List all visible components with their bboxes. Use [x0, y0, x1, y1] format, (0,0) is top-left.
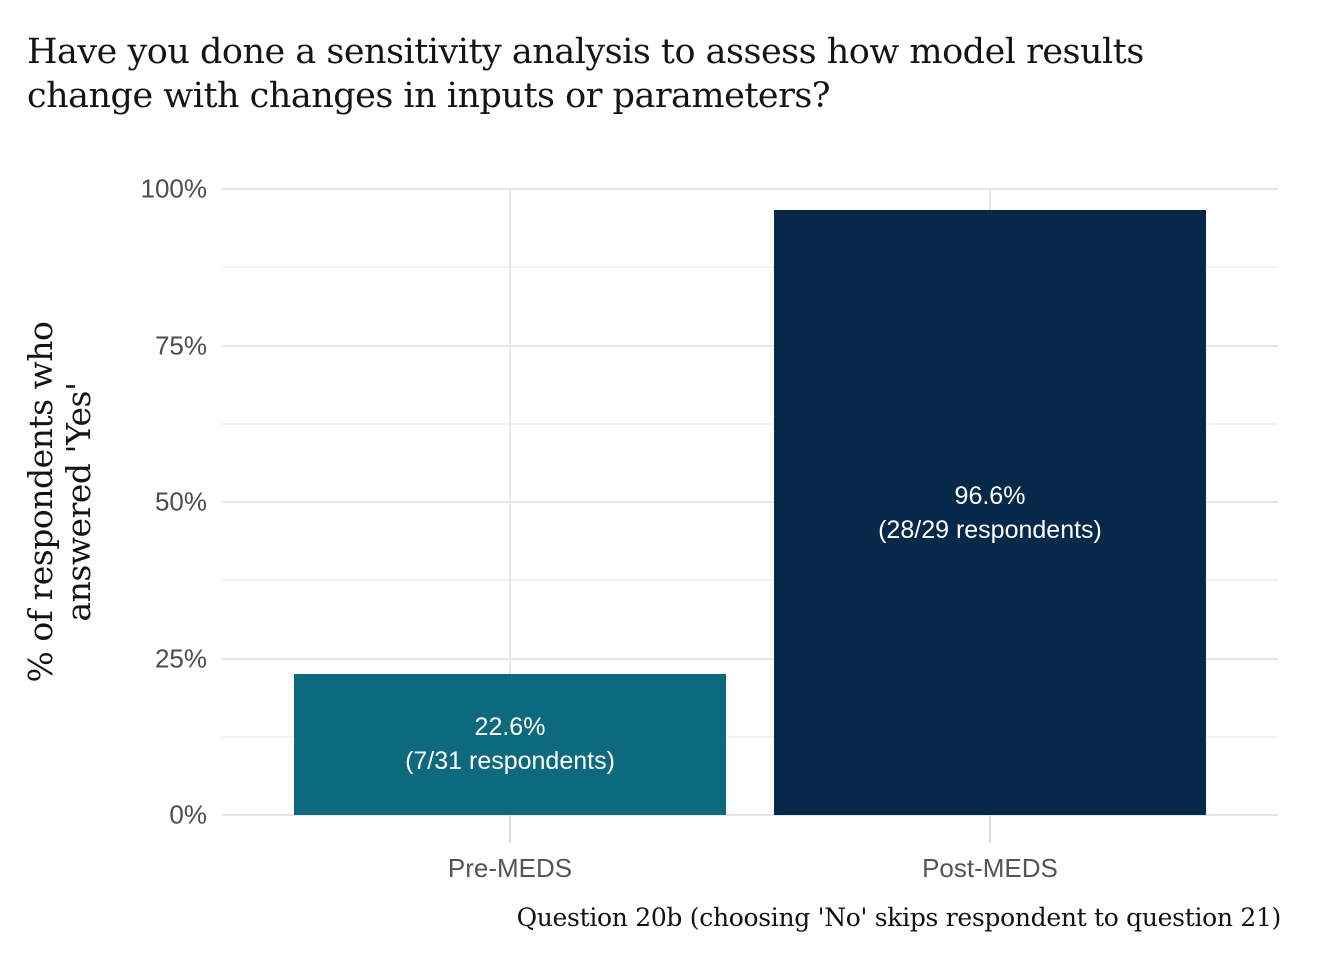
gridline-minor-y — [222, 735, 1278, 738]
y-tick-label: 50% — [154, 486, 207, 517]
bar-label-pre-meds-line1: 22.6% — [474, 713, 546, 742]
bar-pre-meds: 22.6% (7/31 respondents) — [294, 673, 726, 815]
y-tick-label: 25% — [154, 643, 207, 673]
x-tick-labels: Pre-MEDS Post-MEDS — [222, 853, 1278, 893]
gridline-minor-y — [222, 579, 1278, 582]
x-axis-tick-pre-meds — [509, 815, 511, 843]
bar-post-meds: 96.6% (28/29 respondents) — [774, 210, 1206, 815]
chart-title-line1: Have you done a sensitivity analysis to … — [27, 32, 1144, 72]
gridline-major-x — [509, 189, 511, 815]
gridline-minor-y — [222, 422, 1278, 425]
x-tick-label-pre-meds: Pre-MEDS — [447, 853, 573, 883]
y-tick-label: 0% — [169, 799, 207, 830]
gridline-major-y — [222, 188, 1278, 190]
bar-label-post-meds-line2: (28/29 respondents) — [878, 515, 1102, 544]
chart-title-line2: change with changes in inputs or paramet… — [27, 76, 831, 116]
y-tick-labels: 0% 25% 50% 75% 100% — [0, 174, 208, 830]
gridline-major-y — [222, 501, 1278, 503]
chart-title: Have you done a sensitivity analysis to … — [27, 30, 1327, 118]
gridline-major-y — [222, 657, 1278, 660]
x-tick-label-post-meds: Post-MEDS — [922, 853, 1058, 883]
gridline-major-y — [222, 344, 1278, 347]
gridline-minor-y — [222, 266, 1278, 269]
y-tick-label: 75% — [154, 330, 207, 360]
y-tick-label: 100% — [140, 173, 208, 204]
bar-layer: 22.6% (7/31 respondents) 96.6% (28/29 respo… — [222, 189, 1278, 815]
x-axis-caption: Question 20b (choosing 'No' skips respon… — [516, 903, 1282, 932]
x-axis-tick-post-meds — [989, 815, 991, 843]
plot-area: 22.6% (7/31 respondents) 96.6% (28/29 respo… — [222, 188, 1278, 843]
bar-label-pre-meds-line2: (7/31 respondents) — [405, 747, 615, 776]
bar-label-post-meds-line1: 96.6% — [954, 481, 1026, 510]
gridline-major-y — [222, 814, 1278, 816]
x-axis-tick-layer — [222, 189, 1278, 843]
